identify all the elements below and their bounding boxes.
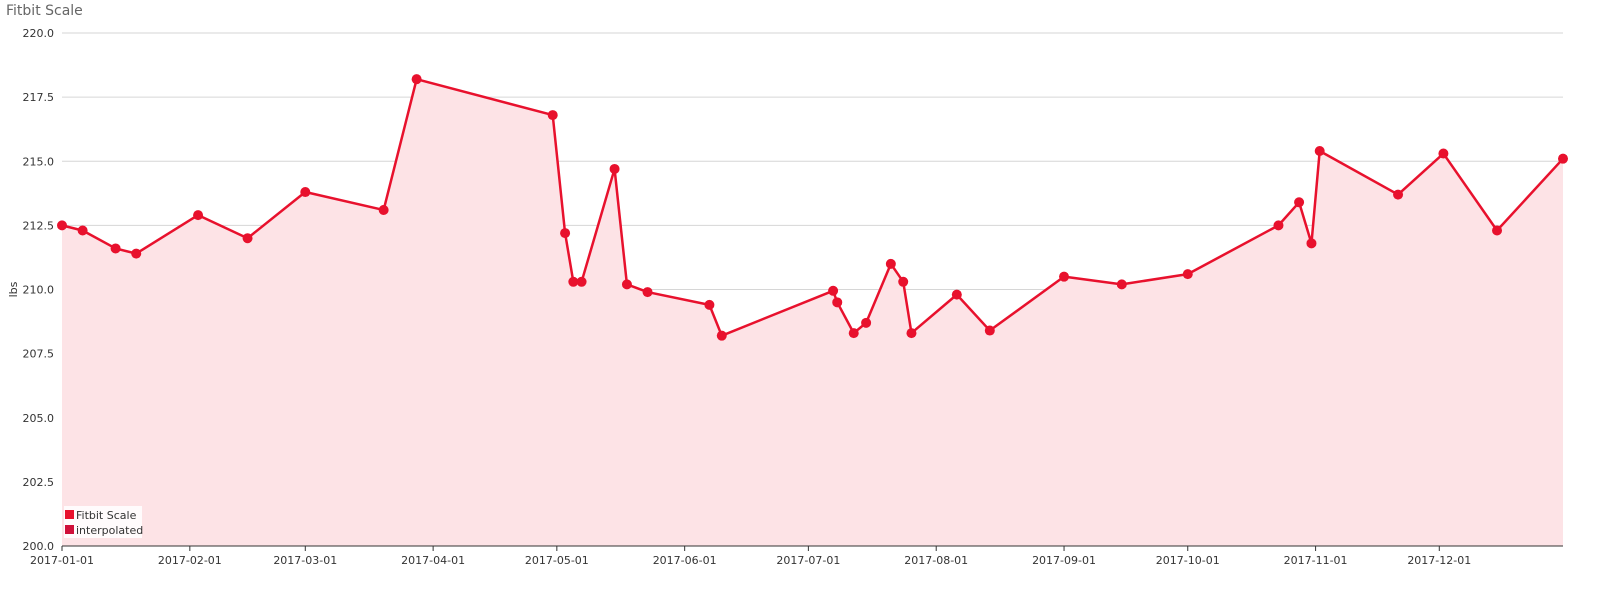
x-tick-label: 2017-05-01 [525, 554, 589, 567]
data-point [848, 328, 859, 339]
data-point [609, 163, 620, 174]
data-point [1438, 148, 1449, 159]
x-tick-label: 2017-04-01 [401, 554, 465, 567]
x-tick-label: 2017-03-01 [273, 554, 337, 567]
y-tick-label: 202.5 [23, 476, 55, 489]
y-tick-label: 215.0 [23, 155, 55, 168]
y-tick-label: 217.5 [23, 91, 55, 104]
series-points [57, 74, 1568, 341]
data-point [984, 325, 995, 336]
y-axis-label: lbs [7, 281, 20, 297]
data-point [576, 276, 587, 287]
legend: Fitbit Scale interpolated [64, 506, 143, 538]
x-tick-label: 2017-02-01 [158, 554, 222, 567]
area-fill [62, 79, 1563, 547]
data-point [300, 187, 311, 198]
data-point [77, 225, 88, 236]
legend-swatch [65, 525, 74, 534]
data-point [411, 74, 422, 85]
data-point [547, 110, 558, 121]
data-point [704, 299, 715, 310]
data-point [378, 204, 389, 215]
x-tick-label: 2017-08-01 [904, 554, 968, 567]
x-tick-label: 2017-10-01 [1156, 554, 1220, 567]
y-tick-label: 212.5 [23, 219, 55, 232]
data-point [906, 328, 917, 339]
data-point [568, 276, 579, 287]
data-point [1306, 238, 1317, 249]
legend-label: interpolated [76, 524, 143, 537]
data-point [861, 317, 872, 328]
y-tick-label: 205.0 [23, 412, 55, 425]
series-path [61, 77, 1564, 337]
data-point [1314, 145, 1325, 156]
legend-label: Fitbit Scale [76, 509, 137, 522]
legend-swatch [65, 510, 74, 519]
y-tick-label: 207.5 [23, 348, 55, 361]
data-point [1059, 271, 1070, 282]
data-point [110, 243, 121, 254]
data-point [1294, 197, 1305, 208]
data-point [832, 297, 843, 308]
data-point [951, 289, 962, 300]
data-point [828, 285, 839, 296]
area-path [62, 79, 1563, 547]
x-tick-label: 2017-01-01 [30, 554, 94, 567]
data-point [1116, 279, 1127, 290]
data-point [621, 279, 632, 290]
x-tick-label: 2017-06-01 [653, 554, 717, 567]
series-line [61, 77, 1564, 337]
x-tick-label: 2017-07-01 [776, 554, 840, 567]
data-point [885, 258, 896, 269]
legend-box [64, 506, 142, 538]
data-point [642, 287, 653, 298]
data-point [193, 210, 204, 221]
chart-title: Fitbit Scale [6, 3, 83, 19]
x-tick-label: 2017-12-01 [1407, 554, 1471, 567]
y-tick-label: 210.0 [23, 284, 55, 297]
data-point [716, 330, 727, 341]
data-point [898, 276, 909, 287]
y-tick-label: 200.0 [23, 540, 55, 553]
data-point [1393, 189, 1404, 200]
data-point [242, 233, 253, 244]
data-point [131, 248, 142, 259]
data-point [1492, 225, 1503, 236]
y-tick-label: 220.0 [23, 27, 55, 40]
data-point [57, 220, 67, 231]
data-point [560, 228, 571, 239]
data-point [1558, 153, 1568, 164]
data-point [1182, 269, 1193, 280]
x-tick-label: 2017-09-01 [1032, 554, 1096, 567]
x-tick-label: 2017-11-01 [1284, 554, 1348, 567]
axes: 200.0 202.5 205.0 207.5 210.0 212.5 215.0 217.5… [7, 27, 1563, 567]
data-point [1273, 220, 1284, 231]
